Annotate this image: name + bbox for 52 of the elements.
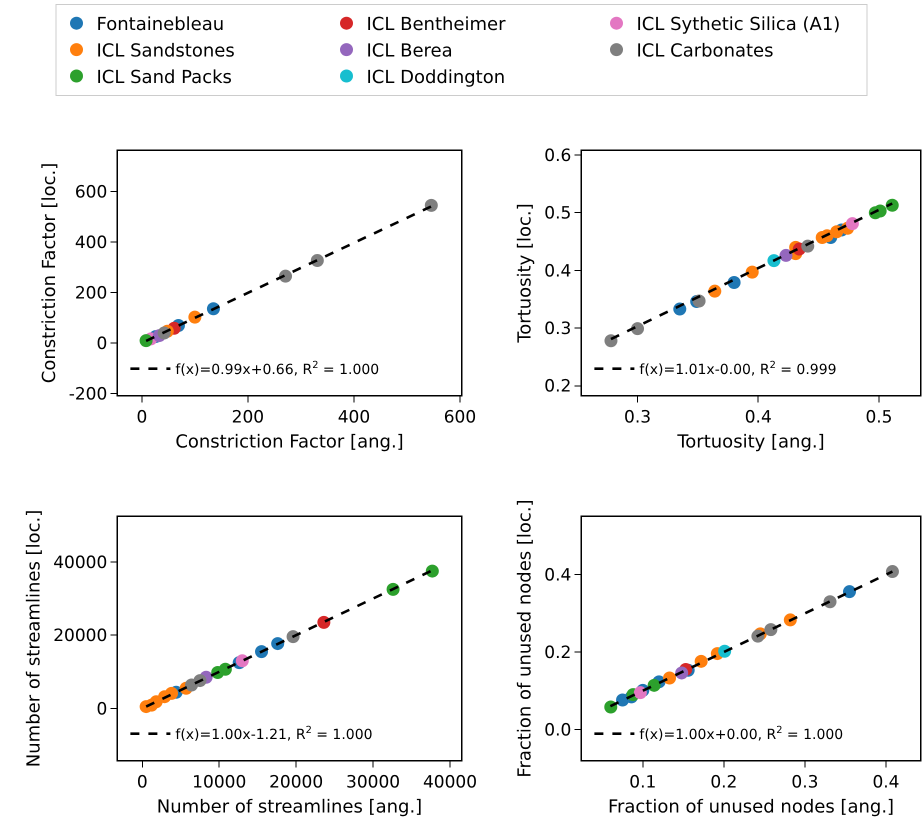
legend-label: ICL Sand Packs [96, 67, 232, 88]
legend-label: ICL Bentheimer [366, 14, 506, 36]
x-tick-label: 0.2 [710, 772, 738, 793]
x-tick-label: 0.5 [865, 408, 892, 428]
x-tick-label: 0.3 [624, 408, 652, 428]
y-tick-label: 600 [74, 182, 108, 202]
legend-label: Fontainebleau [96, 14, 224, 36]
y-tick-label: -200 [68, 384, 108, 405]
x-tick-label: 400 [338, 408, 370, 428]
y-tick-label: 0.4 [544, 566, 572, 586]
x-axis-title: Number of streamlines [ang.] [156, 796, 422, 818]
x-axis-title: Fraction of unused nodes [ang.] [608, 796, 894, 818]
y-tick-label: 0.2 [544, 376, 572, 397]
y-tick-label: 400 [74, 232, 108, 253]
y-tick-label: 200 [74, 284, 108, 304]
x-tick-label: 0 [136, 408, 148, 428]
legend-label: ICL Sythetic Silica (A1) [636, 14, 840, 36]
x-axis-title: Constriction Factor [ang.] [175, 432, 404, 453]
y-axis-title: Fraction of unused nodes [loc.] [514, 499, 536, 778]
legend-label: f(x)=0.99x+0.66, R$^{2}$ = 1.000 [175, 360, 380, 378]
y-axis-title: Tortuosity [loc.] [514, 203, 536, 344]
y-tick-label: 0.6 [544, 146, 572, 166]
x-axis-title: Tortuosity [ang.] [676, 432, 825, 453]
x-tick-label: 0.1 [629, 772, 656, 793]
x-tick-label: 0.4 [744, 408, 772, 428]
y-tick-label: 0.3 [544, 319, 572, 340]
x-tick-label: 10000 [192, 772, 246, 793]
y-tick-label: 0.4 [544, 261, 572, 282]
y-tick-label: 0 [96, 334, 108, 354]
y-axis-title: Constriction Factor [loc.] [39, 162, 60, 384]
legend-label: ICL Sandstones [96, 40, 235, 62]
y-axis-title: Number of streamlines [loc.] [24, 510, 45, 768]
legend-label: f(x)=1.01x-0.00, R$^{2}$ = 0.999 [639, 360, 837, 378]
x-tick-label: 30000 [346, 772, 400, 793]
y-tick-label: 0.5 [544, 204, 572, 224]
y-tick-label: 40000 [53, 552, 108, 573]
x-tick-label: 0.3 [791, 772, 818, 793]
legend-label: ICL Doddington [366, 67, 506, 88]
y-tick-label: 0 [96, 699, 108, 720]
x-tick-label: 40000 [422, 772, 478, 793]
legend-label: ICL Berea [366, 40, 453, 62]
y-tick-label: 0.0 [544, 720, 572, 740]
x-tick-label: 0.4 [872, 772, 900, 793]
y-tick-label: 0.2 [544, 642, 572, 663]
y-tick-label: 20000 [53, 626, 108, 646]
legend-label: ICL Carbonates [636, 40, 774, 62]
legend-label: f(x)=1.00x-1.21, R$^{2}$ = 1.000 [175, 725, 373, 744]
x-tick-label: 0 [136, 772, 148, 793]
x-tick-label: 200 [232, 408, 264, 428]
x-tick-label: 20000 [269, 772, 324, 793]
legend-label: f(x)=1.00x+0.00, R$^{2}$ = 1.000 [639, 725, 844, 744]
x-tick-label: 600 [444, 408, 476, 428]
